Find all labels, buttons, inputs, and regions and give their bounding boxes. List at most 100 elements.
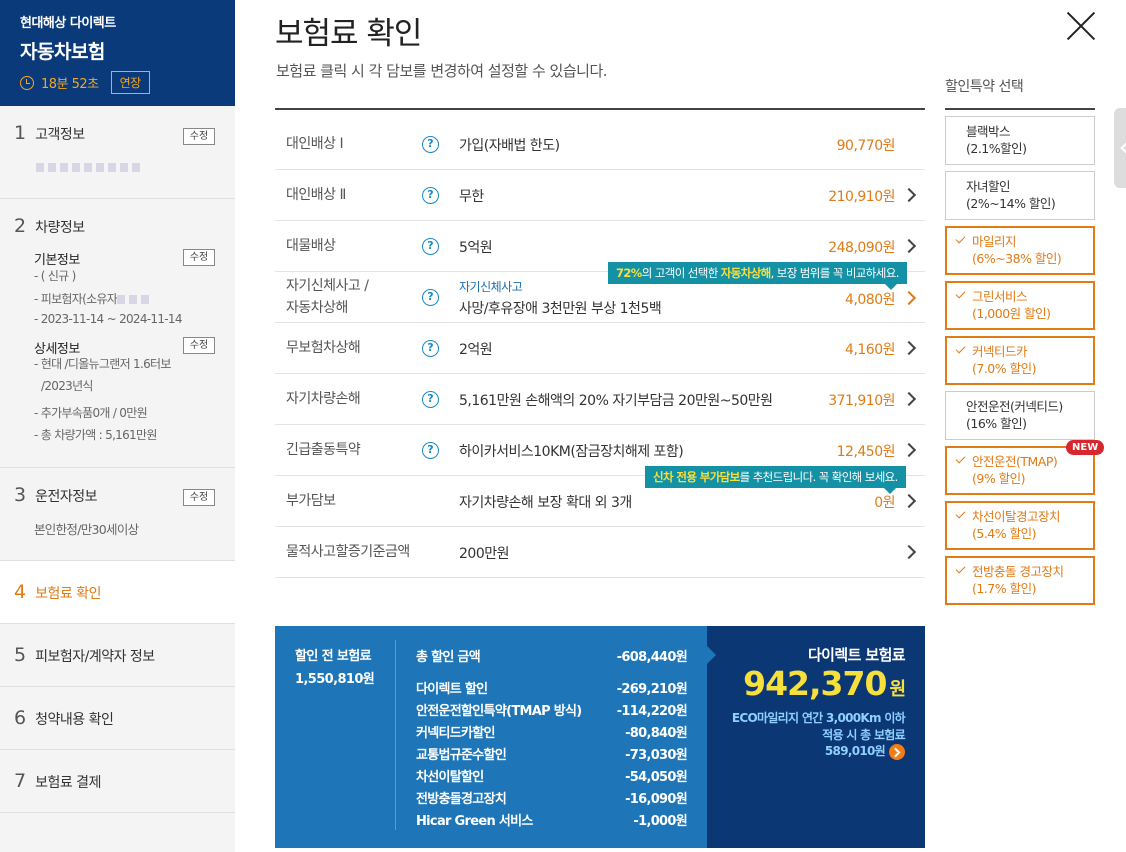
step-customer-info[interactable]: 1 고객정보 수정 xyxy=(0,106,235,199)
discount-item-value: -1,000원 xyxy=(633,814,687,829)
direct-premium-panel: 다이렉트 보험료 942,370 원 ECO마일리지 연간 3,000Km 이하 … xyxy=(707,626,925,848)
coverage-label: 대인배상 Ⅰ xyxy=(286,136,344,152)
discount-item-label: 차선이탈할인 xyxy=(416,770,484,785)
step-label: 청약내용 확인 xyxy=(35,712,114,728)
coverage-value: 자기차량손해 보장 확대 외 3개 xyxy=(459,495,632,511)
detail-info-line: - 총 차량가액 : 5,161만원 xyxy=(34,428,157,442)
chevron-right-icon[interactable] xyxy=(901,391,917,407)
help-icon[interactable]: ? xyxy=(422,136,439,153)
discount-item-value: -269,210원 xyxy=(616,682,688,697)
coverage-label: 대물배상 xyxy=(286,238,336,254)
step-label: 보험료 확인 xyxy=(35,586,101,602)
discount-option-selected[interactable]: 차선이탈경고장치 (5.4% 할인) xyxy=(945,501,1095,550)
coverage-value: 2억원 xyxy=(459,342,493,358)
coverage-row[interactable]: 물적사고할증기준금액 200만원 xyxy=(275,527,925,578)
side-panel-toggle[interactable] xyxy=(1114,108,1126,188)
coverage-row[interactable]: 부가담보 자기차량손해 보장 확대 외 3개 0원 xyxy=(275,476,925,527)
help-icon[interactable]: ? xyxy=(422,187,439,204)
eco-mileage-link[interactable]: 589,010원 xyxy=(825,742,905,760)
discount-option-selected[interactable]: 그린서비스 (1,000원 할인) xyxy=(945,281,1095,330)
edit-detail-info-button[interactable]: 수정 xyxy=(183,337,215,354)
discount-option[interactable]: 블랙박스 (2.1%할인) xyxy=(945,116,1095,165)
coverage-price: 90,770원 xyxy=(836,138,896,154)
masked-customer-info xyxy=(36,157,144,176)
chevron-right-icon[interactable] xyxy=(901,340,917,356)
coverage-price: 371,910원 xyxy=(828,393,895,409)
coverage-row[interactable]: 자기차량손해 ? 5,161만원 손해액의 20% 자기부담금 20만원~50만… xyxy=(275,374,925,425)
sidebar: 현대해상 다이렉트 자동차보험 18분 52초 연장 1 고객정보 수정 2 차량정… xyxy=(0,0,235,852)
coverage-row[interactable]: 대인배상 Ⅱ ? 무한 210,910원 xyxy=(275,170,925,221)
coverage-label: 물적사고할증기준금액 xyxy=(286,544,410,560)
arrow-right-icon[interactable] xyxy=(889,743,905,760)
coverage-row[interactable]: 무보험차상해 ? 2억원 4,160원 xyxy=(275,323,925,374)
coverage-value: 가입(자배법 한도) xyxy=(459,138,560,154)
step-vehicle-info[interactable]: 2 차량정보 기본정보 수정 - ( 신규 ) - 피보험자(소유자 - 2023… xyxy=(0,199,235,468)
coverage-value: 하이카서비스10KM(잠금장치해제 포함) xyxy=(459,444,684,460)
step-label: 차량정보 xyxy=(35,220,85,236)
edit-customer-button[interactable]: 수정 xyxy=(183,128,215,145)
help-icon[interactable]: ? xyxy=(422,238,439,255)
coverage-label: 자기신체사고 / xyxy=(286,278,369,294)
chevron-right-icon[interactable] xyxy=(901,238,917,254)
coverage-row[interactable]: 대물배상 ? 5억원 248,090원 xyxy=(275,221,925,272)
coverage-row[interactable]: 긴급출동특약 ? 하이카서비스10KM(잠금장치해제 포함) 12,450원 xyxy=(275,425,925,476)
step-driver-info[interactable]: 3 운전자정보 수정 본인한정/만30세이상 xyxy=(0,468,235,561)
summary-arrow xyxy=(707,646,716,664)
chevron-right-icon[interactable] xyxy=(901,290,917,306)
discount-option[interactable]: 자녀할인 (2%~14% 할인) xyxy=(945,171,1095,220)
step-number: 1 xyxy=(14,122,27,144)
step-number: 5 xyxy=(14,644,27,666)
step-application-check[interactable]: 6 청약내용 확인 xyxy=(0,687,235,750)
help-icon[interactable]: ? xyxy=(422,391,439,408)
pre-discount-label: 할인 전 보험료 xyxy=(295,649,372,664)
discount-item-label: 커넥티드카할인 xyxy=(416,726,496,741)
coverage-row[interactable]: 대인배상 Ⅰ ? 가입(자배법 한도) 90,770원 xyxy=(275,119,925,170)
chevron-right-icon[interactable] xyxy=(901,493,917,509)
brand-header: 현대해상 다이렉트 자동차보험 18분 52초 연장 xyxy=(0,0,235,106)
discount-option-selected[interactable]: 전방충돌 경고장치 (1.7% 할인) xyxy=(945,556,1095,605)
total-discount-value: -608,440원 xyxy=(616,650,688,665)
step-number: 2 xyxy=(14,215,27,237)
chevron-right-icon[interactable] xyxy=(901,442,917,458)
discount-item-value: -54,050원 xyxy=(625,770,688,785)
edit-basic-info-button[interactable]: 수정 xyxy=(183,249,215,266)
driver-detail: 본인한정/만30세이상 xyxy=(34,522,139,537)
step-label: 고객정보 xyxy=(35,127,85,143)
discount-item-label: 다이렉트 할인 xyxy=(416,682,488,697)
coverage-value: 5,161만원 손해액의 20% 자기부담금 20만원~50만원 xyxy=(459,393,773,409)
edit-driver-button[interactable]: 수정 xyxy=(183,489,215,506)
coverage-price: 248,090원 xyxy=(828,240,895,256)
discount-option[interactable]: 안전운전(커넥티드) (16% 할인) xyxy=(945,391,1095,440)
coverage-price: 210,910원 xyxy=(828,189,895,205)
detail-info-line: - 현대 /디올뉴그랜저 1.6터보 xyxy=(34,357,171,371)
discount-option-selected[interactable]: 마일리지 (6%~38% 할인) xyxy=(945,226,1095,275)
close-icon[interactable] xyxy=(1066,11,1096,41)
step-premium-check[interactable]: 4 보험료 확인 xyxy=(0,561,235,624)
clock-icon xyxy=(20,75,34,90)
coverage-label: 부가담보 xyxy=(286,493,336,509)
extend-button[interactable]: 연장 xyxy=(110,71,150,94)
step-payment[interactable]: 7 보험료 결제 xyxy=(0,750,235,813)
coverage-label: 무보험차상해 xyxy=(286,340,361,356)
basic-info-line: - 2023-11-14 ~ 2024-11-14 xyxy=(34,312,183,326)
discount-item-value: -80,840원 xyxy=(625,726,688,741)
coverage-row[interactable]: 자기신체사고 / 자동차상해 ? 자기신체사고 사망/후유장애 3천만원 부상 … xyxy=(275,272,925,323)
chevron-right-icon[interactable] xyxy=(901,544,917,560)
chevron-right-icon[interactable] xyxy=(901,187,917,203)
step-insured-info[interactable]: 5 피보험자/계약자 정보 xyxy=(0,624,235,687)
coverage-price: 0원 xyxy=(874,495,895,511)
help-icon[interactable]: ? xyxy=(422,289,439,306)
discount-option-selected[interactable]: 커넥티드카 (7.0% 할인) xyxy=(945,336,1095,385)
help-icon[interactable]: ? xyxy=(422,340,439,357)
direct-premium-amount: 942,370 원 xyxy=(743,664,906,703)
tooltip-new-car: 신차 전용 부가담보를 추천드립니다. 꼭 확인해 보세요. xyxy=(645,466,906,494)
help-icon[interactable]: ? xyxy=(422,442,439,459)
brand-company: 현대해상 다이렉트 xyxy=(20,16,116,31)
basic-info-heading: 기본정보 xyxy=(34,253,80,268)
coverage-label: 자동차상해 xyxy=(286,300,348,316)
direct-premium-title: 다이렉트 보험료 xyxy=(807,646,906,664)
brand-product: 자동차보험 xyxy=(20,41,105,63)
coverage-value: 무한 xyxy=(459,189,484,205)
discount-item-label: 전방충돌경고장치 xyxy=(416,792,507,807)
step-number: 4 xyxy=(14,581,27,603)
